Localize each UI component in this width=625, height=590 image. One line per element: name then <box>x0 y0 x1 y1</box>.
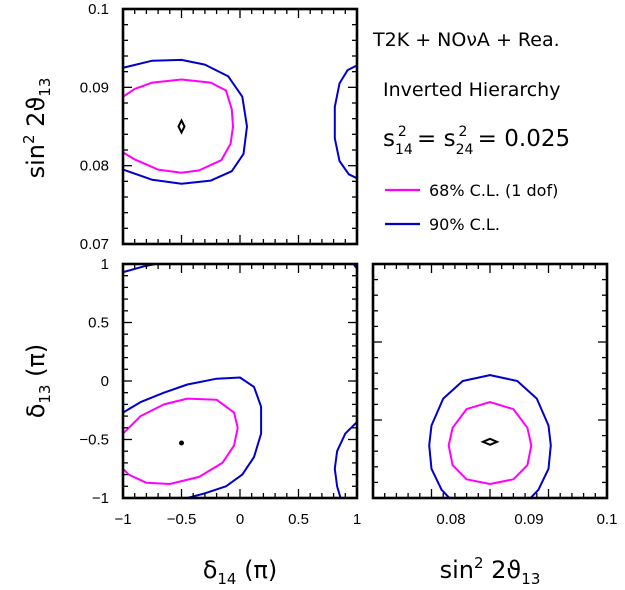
annotation-mixing: s142 = s242 = 0.025 <box>383 124 570 158</box>
x-tick-label: −0.5 <box>167 511 197 528</box>
panel-top-left: 0.07 0.08 0.09 0.1 <box>80 1 359 253</box>
contour-90cl-seg1 <box>333 420 357 498</box>
x-tick-label: 0.1 <box>597 511 618 528</box>
x-axis-label-right: sin2 2ϑ13 <box>440 554 541 588</box>
y-tick-label: 0.09 <box>80 79 109 96</box>
y-tick-label: 0.07 <box>80 236 109 253</box>
contour-68cl-seg0 <box>447 401 533 485</box>
panel-frame <box>121 7 359 246</box>
plot-area <box>428 374 552 498</box>
legend: 68% C.L. (1 dof) 90% C.L. <box>385 181 558 234</box>
contour-90cl-seg1 <box>428 374 491 498</box>
y-tick-label: 0.1 <box>88 1 109 18</box>
contour-90cl-seg0 <box>123 376 263 498</box>
y-axis-label-bottom: δ13 (π) <box>22 344 54 419</box>
y-tick-label: 0.5 <box>88 315 109 332</box>
contour-90cl-seg0 <box>489 374 552 498</box>
x-tick-label: −1 <box>114 511 131 528</box>
annotation-experiments: T2K + NOνA + Rea. <box>372 29 560 51</box>
x-tick-label: 0.09 <box>514 511 543 528</box>
panel-bottom-right: 0.08 0.09 0.1 <box>371 262 618 528</box>
best-fit-marker <box>480 437 500 446</box>
x-axis-label-left: δ14 (π) <box>203 556 278 588</box>
panel-frame <box>121 262 359 500</box>
x-tick-label: 0.08 <box>436 511 465 528</box>
legend-label-90: 90% C.L. <box>429 215 500 234</box>
contour-90cl-seg0 <box>123 58 248 185</box>
plot-area <box>123 264 357 498</box>
contour-90cl-seg1 <box>333 64 357 180</box>
best-fit-marker <box>177 118 186 135</box>
contour-68cl-seg0 <box>123 78 234 174</box>
panel-bottom-left: −1 −0.5 0 0.5 1 −1 −0.5 0 0.5 1 <box>79 256 361 528</box>
annotation-hierarchy: Inverted Hierarchy <box>383 79 560 101</box>
x-tick-label: 1 <box>353 511 361 528</box>
y-tick-label: 0.08 <box>80 158 109 175</box>
x-tick-label: 0.5 <box>288 511 309 528</box>
panel-frame <box>371 262 609 500</box>
y-axis-label-top: sin2 2ϑ13 <box>20 78 54 179</box>
y-tick-label: −1 <box>92 490 109 507</box>
plot-area <box>123 58 357 185</box>
y-tick-label: 0 <box>101 373 109 390</box>
y-tick-label: −0.5 <box>79 432 109 449</box>
best-fit-marker <box>179 440 184 446</box>
contour-68cl-seg0 <box>123 397 239 485</box>
y-tick-label: 1 <box>101 256 109 273</box>
legend-label-68: 68% C.L. (1 dof) <box>429 181 558 200</box>
x-tick-label: 0 <box>236 511 244 528</box>
